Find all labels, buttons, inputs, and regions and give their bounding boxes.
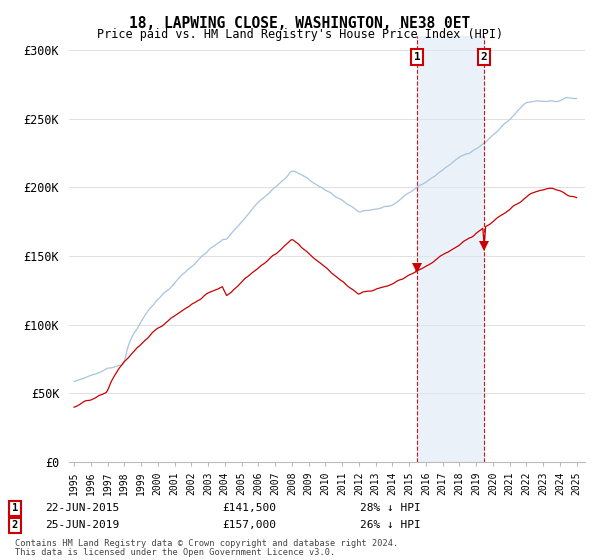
- Bar: [417, 36, 484, 462]
- Text: 28% ↓ HPI: 28% ↓ HPI: [360, 503, 421, 514]
- Text: £157,000: £157,000: [222, 520, 276, 530]
- Text: £141,500: £141,500: [222, 503, 276, 514]
- Text: 2: 2: [481, 52, 487, 62]
- Text: 22-JUN-2015: 22-JUN-2015: [45, 503, 119, 514]
- Text: 1: 1: [413, 52, 421, 62]
- Text: 25-JUN-2019: 25-JUN-2019: [45, 520, 119, 530]
- Text: 2: 2: [12, 520, 18, 530]
- Text: 26% ↓ HPI: 26% ↓ HPI: [360, 520, 421, 530]
- Text: Price paid vs. HM Land Registry's House Price Index (HPI): Price paid vs. HM Land Registry's House …: [97, 28, 503, 41]
- Text: This data is licensed under the Open Government Licence v3.0.: This data is licensed under the Open Gov…: [15, 548, 335, 557]
- Text: Contains HM Land Registry data © Crown copyright and database right 2024.: Contains HM Land Registry data © Crown c…: [15, 539, 398, 548]
- Text: 18, LAPWING CLOSE, WASHINGTON, NE38 0ET: 18, LAPWING CLOSE, WASHINGTON, NE38 0ET: [130, 16, 470, 31]
- Text: 1: 1: [12, 503, 18, 514]
